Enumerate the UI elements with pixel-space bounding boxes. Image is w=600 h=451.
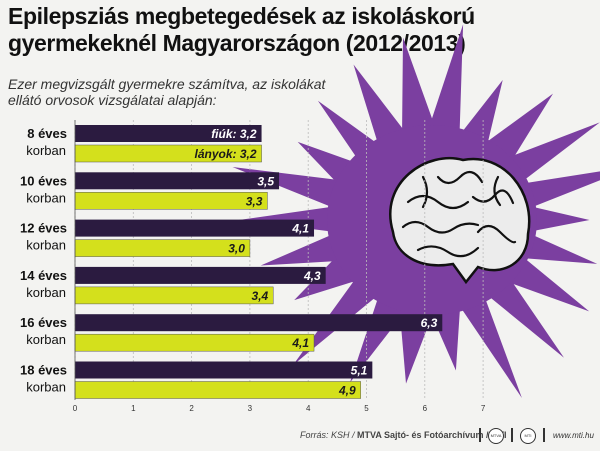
data-label-girls: 4,1 [291, 336, 309, 350]
category-label-age: 10 éves [20, 173, 67, 188]
brain-fold [416, 245, 480, 258]
category-label-age: 14 éves [20, 268, 67, 283]
bar-girls [74, 286, 274, 305]
x-tick-label: 2 [189, 404, 194, 413]
brain-fold [421, 175, 429, 209]
category-label-suffix: korban [26, 190, 66, 205]
data-label-boys: 5,1 [351, 364, 368, 378]
data-label-girls: 3,3 [246, 194, 263, 208]
category-labels: 8 éves korban 10 éves korban 12 éves korban 14… [20, 126, 67, 395]
brain-fold [476, 224, 517, 244]
source-prefix: Forrás: KSH / [300, 430, 358, 440]
brain-fold [406, 194, 470, 210]
source-agency: MTVA Sajtó- és Fotóarchívum / MTI [357, 430, 507, 440]
category-label-suffix: korban [26, 380, 66, 395]
x-tick-label: 3 [248, 404, 253, 413]
bar-girls [74, 192, 268, 210]
category-label-suffix: korban [26, 332, 66, 347]
chart-subtitle: Ezer megvizsgált gyermekre számítva, az … [8, 76, 326, 108]
data-label-girls: lányok: 3,2 [195, 147, 257, 161]
mtva-logo: MTVA [488, 428, 504, 444]
x-tick-label: 0 [73, 404, 78, 413]
data-label-girls: 3,0 [228, 242, 245, 256]
brain-fold [493, 175, 502, 207]
category-label-suffix: korban [26, 238, 66, 253]
data-label-boys: fiúk: 3,2 [211, 127, 257, 141]
bar-boys [75, 172, 280, 190]
mti-logo: MTI [520, 428, 536, 444]
category-label-age: 16 éves [20, 315, 67, 330]
x-tick-label: 4 [306, 404, 311, 413]
website-url: www.mti.hu [553, 431, 594, 440]
category-label-age: 12 éves [20, 221, 67, 236]
footer-divider [543, 428, 545, 442]
x-tick-label: 7 [481, 404, 486, 413]
bar-girls [74, 333, 315, 352]
brain-fold [401, 220, 480, 234]
data-label-boys: 4,1 [291, 222, 309, 236]
bar-girls [74, 239, 251, 257]
data-label-girls: 4,9 [338, 384, 356, 398]
bar-boys [75, 219, 315, 237]
category-label-age: 8 éves [27, 126, 67, 141]
data-label-boys: 3,5 [257, 174, 274, 188]
bars-group: fiúk: 3,2 lányok: 3,23,5 3,3 4,1 3,0 4,3 3,4 6,… [74, 125, 443, 399]
source-footer: Forrás: KSH / MTVA Sajtó- és Fotóarchívu… [300, 430, 507, 440]
bar-boys [75, 266, 326, 284]
x-tick-label: 5 [364, 404, 369, 413]
chart-title: Epilepsziás megbetegedések az iskoláskor… [8, 3, 475, 56]
x-axis-ticks: 0 1 2 3 4 5 6 7 [73, 120, 486, 413]
bar-girls [74, 381, 361, 399]
x-tick-label: 6 [423, 404, 428, 413]
category-label-suffix: korban [26, 285, 66, 300]
bar-boys [75, 361, 373, 379]
data-label-girls: 3,4 [252, 289, 269, 303]
data-label-boys: 6,3 [421, 316, 438, 330]
bar-boys [75, 314, 443, 332]
category-label-suffix: korban [26, 143, 66, 158]
brain-fold [436, 170, 484, 185]
footer-divider [479, 428, 481, 442]
x-tick-label: 1 [131, 404, 136, 413]
footer-divider [511, 428, 513, 442]
bar-boys [75, 125, 262, 142]
data-label-boys: 4,3 [303, 269, 321, 283]
category-label-age: 18 éves [20, 363, 67, 378]
